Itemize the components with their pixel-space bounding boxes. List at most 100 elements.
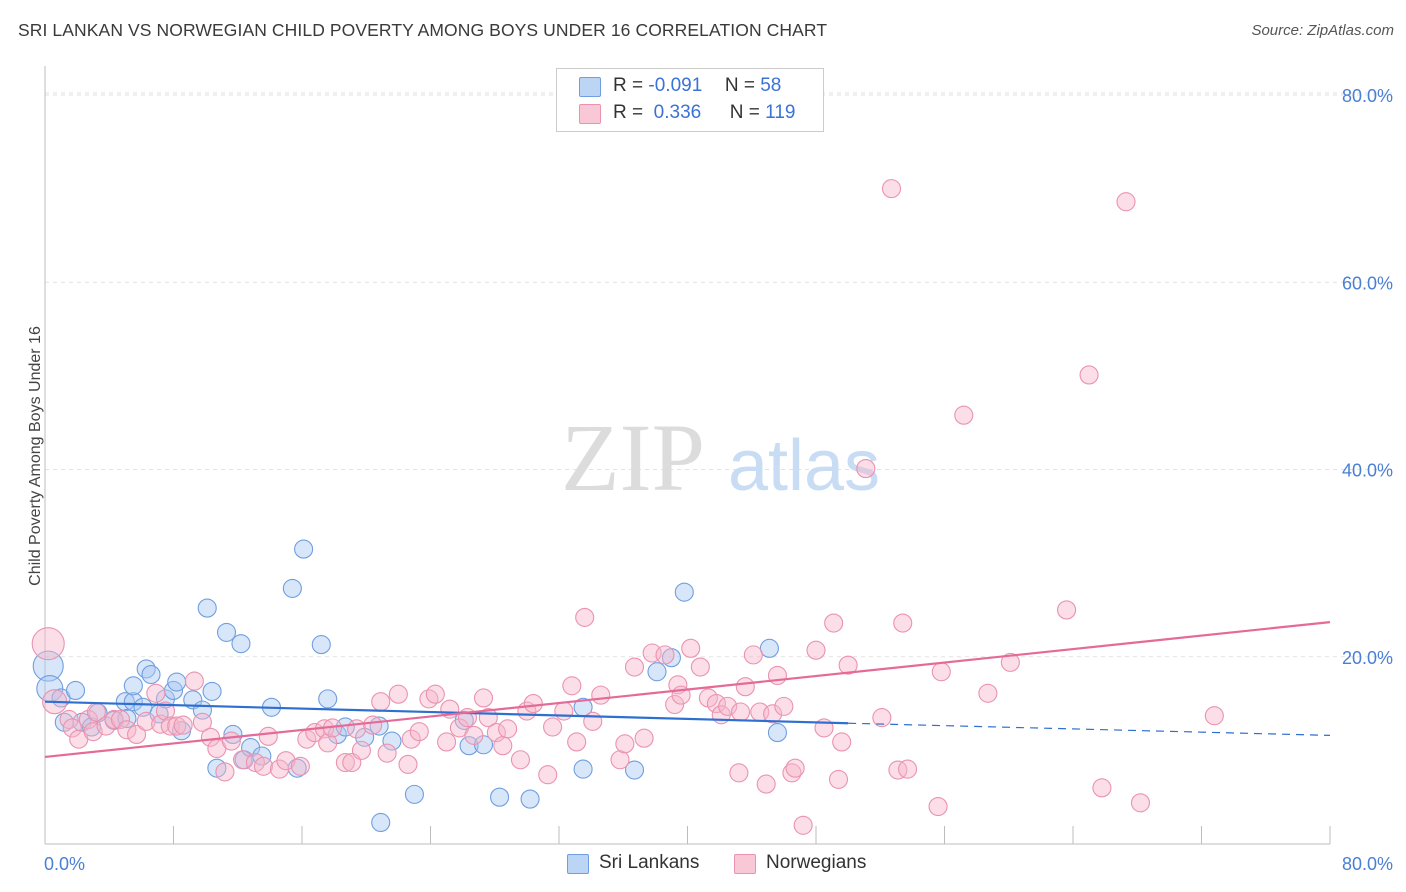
norwegians-point <box>215 762 235 782</box>
y-tick-label: 60.0% <box>1342 273 1393 293</box>
chart-title: SRI LANKAN VS NORWEGIAN CHILD POVERTY AM… <box>18 20 828 40</box>
norwegians-point <box>200 727 220 747</box>
legend-r-label: R = <box>613 75 644 96</box>
sri-lankans-point <box>624 760 645 780</box>
sri-lankans-point <box>231 634 251 654</box>
norwegians-point <box>276 751 296 771</box>
norwegians-point <box>1130 793 1151 813</box>
norwegians-point <box>832 732 852 752</box>
watermark-atlas: atlas <box>728 426 880 506</box>
norwegians-point <box>62 718 82 738</box>
norwegians-point <box>371 692 391 712</box>
norwegians-point <box>610 750 630 770</box>
norwegians-point <box>888 760 908 780</box>
norwegians-point <box>1116 192 1136 212</box>
sri-lankans-point <box>183 690 203 710</box>
sri-lankans-point <box>573 759 593 779</box>
trend-lines <box>44 621 1331 759</box>
norwegians-point <box>1204 706 1224 726</box>
sri-lankans-point <box>141 664 161 685</box>
legend-n-value: 119 <box>765 102 796 123</box>
norwegians-point <box>931 662 951 682</box>
norwegians-point <box>318 733 338 753</box>
norwegians-point <box>763 704 783 724</box>
sri-lankans-point <box>133 697 153 717</box>
norwegians-point <box>872 708 892 728</box>
norwegians-point <box>615 734 635 754</box>
sri-lankans-point <box>202 681 222 701</box>
norwegians-point <box>718 696 738 716</box>
sri-lankans-point <box>32 650 64 682</box>
norwegians-point <box>881 179 902 199</box>
norwegians-points <box>31 179 1224 835</box>
norwegians-point <box>756 774 776 794</box>
norwegians-point <box>1000 652 1020 672</box>
legend-n-value: 58 <box>760 75 782 96</box>
sri-lankans-point <box>382 731 402 751</box>
norwegians-point <box>31 627 65 661</box>
norwegians-point <box>409 722 429 742</box>
norwegians-point <box>730 702 751 722</box>
sri-lankans-point <box>318 689 338 709</box>
norwegians-point <box>978 683 998 703</box>
sri-lankans-trend-extension <box>848 722 1331 736</box>
norwegians-point <box>167 716 187 736</box>
legend-n-label: N = <box>724 75 755 96</box>
norwegians-point <box>1092 778 1112 798</box>
norwegians-point <box>523 694 543 714</box>
norwegians-point <box>735 677 755 697</box>
norwegians-point <box>253 756 274 776</box>
sri-lankans-point <box>459 736 479 756</box>
norwegians-point <box>258 726 278 746</box>
norwegians-trend-line <box>44 621 1331 759</box>
sri-lankans-point <box>167 672 187 692</box>
norwegians-point <box>78 709 98 730</box>
sri-lankans-point <box>223 724 243 745</box>
norwegians-point <box>398 754 418 774</box>
norwegians-point <box>401 729 421 749</box>
norwegians-point <box>363 715 383 735</box>
norwegians-point <box>793 815 813 835</box>
norwegians-point <box>543 717 563 737</box>
norwegians-point <box>785 758 805 778</box>
norwegians-point <box>1079 365 1099 385</box>
norwegians-point <box>729 763 749 783</box>
norwegians-point <box>562 676 582 696</box>
sri-lankans-point <box>490 787 510 807</box>
sri-lankans-point <box>123 676 143 696</box>
norwegians-point <box>567 732 587 752</box>
sri-lankans-point <box>759 638 779 658</box>
sri-lankans-point <box>216 622 237 642</box>
watermark-zip: ZIP <box>561 404 705 511</box>
norwegians-point <box>706 694 726 714</box>
sri-lankans-point <box>294 539 314 559</box>
legend-r-value: 0.336 <box>648 102 702 123</box>
sri-lankans-point <box>197 598 217 618</box>
norwegians-point <box>290 756 310 776</box>
legend-swatch-norwegians <box>579 104 601 124</box>
norwegians-point <box>806 640 826 660</box>
norwegians-point <box>583 711 603 731</box>
norwegians-point <box>335 752 355 773</box>
sri-lankans-trend-line <box>44 700 849 725</box>
axes <box>44 66 1331 845</box>
x-tick-label-min: 0.0% <box>44 854 85 874</box>
y-tick-label: 20.0% <box>1342 648 1393 668</box>
legend-n-label: N = <box>729 102 760 123</box>
sri-lankans-point <box>65 680 86 701</box>
norwegians-point <box>136 711 156 731</box>
norwegians-point <box>538 765 558 785</box>
norwegians-point <box>104 709 124 730</box>
norwegians-point <box>192 712 212 732</box>
watermark: ZIP atlas <box>561 404 880 511</box>
norwegians-point <box>928 796 948 817</box>
sri-lankans-point <box>123 692 143 712</box>
norwegians-point <box>838 655 858 675</box>
norwegians-point <box>624 657 645 677</box>
norwegians-point <box>743 645 763 665</box>
legend-label-norwegians: Norwegians <box>766 852 867 873</box>
norwegians-point <box>634 728 654 748</box>
legend-swatch-sri-lankans <box>579 77 601 97</box>
sri-lankans-point <box>282 578 302 598</box>
norwegians-point <box>575 607 595 627</box>
